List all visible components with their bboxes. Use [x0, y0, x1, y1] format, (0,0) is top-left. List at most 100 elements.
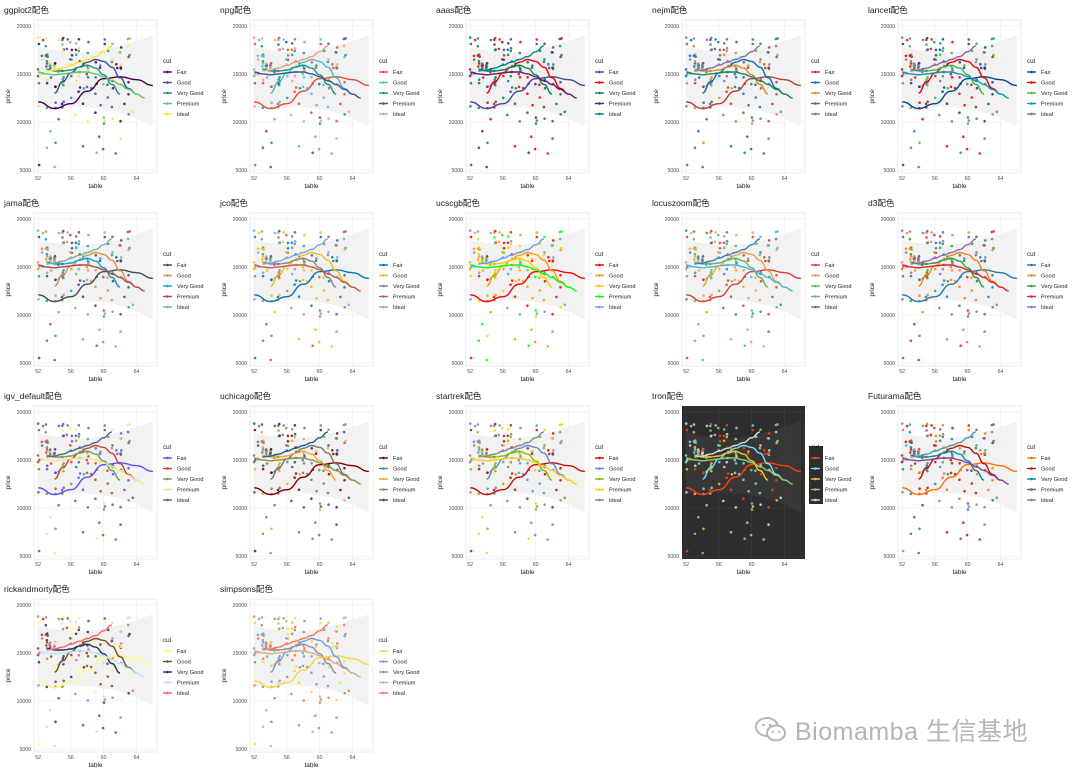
scatter-point	[62, 269, 65, 272]
x-tick-label: 56	[716, 369, 722, 375]
scatter-point	[726, 86, 730, 89]
scatter-point	[526, 111, 529, 114]
scatter-point	[65, 433, 69, 437]
legend-title: cut	[811, 58, 820, 65]
scatter-point	[934, 241, 938, 245]
scatter-point	[477, 445, 481, 449]
scatter-point	[302, 120, 306, 123]
palette-panel: jco配色 5000 10000 15000 20000 52 56 60 64 table pri…	[216, 193, 429, 385]
scatter-point	[270, 527, 273, 531]
scatter-point	[692, 440, 696, 443]
scatter-point	[253, 428, 257, 432]
scatter-point	[78, 279, 82, 282]
legend-label: Very Good	[393, 91, 419, 97]
legend-label: Very Good	[825, 284, 851, 290]
x-tick-label: 52	[251, 755, 257, 761]
scatter-point	[775, 441, 778, 445]
scatter-point	[501, 96, 505, 100]
scatter-point	[277, 434, 281, 438]
scatter-point	[119, 330, 122, 333]
smooth-line-good	[270, 637, 353, 674]
scatter-point	[61, 434, 65, 438]
scatter-point	[261, 657, 265, 660]
scatter-point	[276, 102, 280, 106]
scatter-point	[261, 532, 265, 536]
scatter-point	[128, 616, 131, 619]
x-tick-label: 60	[965, 562, 971, 568]
scatter-point	[303, 619, 306, 623]
scatter-point	[257, 617, 261, 621]
scatter-point	[344, 37, 347, 40]
scatter-point	[962, 452, 966, 455]
scatter-point	[277, 229, 281, 233]
y-tick-label: 10000	[233, 120, 248, 126]
scatter-point	[688, 440, 692, 444]
scatter-point	[702, 85, 705, 88]
x-axis-label: table	[952, 183, 966, 190]
scatter-point	[901, 274, 905, 278]
scatter-point	[941, 46, 945, 50]
scatter-point	[302, 655, 306, 658]
smooth-line-fair	[254, 76, 369, 110]
scatter-point	[119, 452, 123, 455]
scatter-point	[81, 488, 85, 491]
scatter-point	[45, 299, 49, 303]
scatter-point	[692, 247, 696, 250]
scatter-point	[942, 472, 946, 475]
palette-panel: ucscgb配色 5000 10000 15000 20000 52 56 60 64 table…	[432, 193, 645, 385]
y-tick-label: 15000	[881, 265, 896, 271]
panel-title: tron配色	[652, 391, 684, 401]
scatter-point	[335, 452, 339, 455]
scatter-point	[99, 296, 102, 300]
scatter-point	[493, 468, 496, 471]
scatter-point	[293, 239, 297, 243]
scatter-point	[317, 147, 321, 151]
scatter-point	[938, 306, 941, 310]
scatter-point	[685, 467, 689, 471]
scatter-point	[290, 621, 294, 624]
x-tick-label: 52	[251, 562, 257, 568]
scatter-point	[990, 237, 994, 241]
scatter-point	[734, 506, 738, 509]
scatter-point	[45, 685, 49, 689]
scatter-point	[252, 36, 256, 39]
scatter-point	[709, 464, 713, 467]
y-tick-label: 20000	[881, 217, 896, 223]
scatter-point	[290, 632, 294, 636]
panel-title: locuszoom配色	[652, 198, 710, 208]
scatter-point	[61, 241, 65, 245]
scatter-point	[486, 85, 489, 88]
scatter-point	[509, 38, 513, 41]
scatter-point	[958, 462, 961, 465]
legend-key-point	[598, 102, 601, 105]
y-tick-label: 15000	[449, 458, 464, 464]
palette-panel: nejm配色 5000 10000 15000 20000 52 56 60 64 table pr…	[648, 0, 861, 192]
scatter-point	[702, 101, 705, 104]
scatter-point	[480, 448, 484, 451]
scatter-point	[978, 345, 981, 348]
scatter-point	[963, 64, 966, 67]
scatter-point	[318, 122, 322, 125]
scatter-point	[36, 615, 40, 618]
scatter-point	[261, 258, 264, 261]
scatter-point	[776, 230, 779, 233]
scatter-point	[103, 312, 107, 315]
scatter-point	[559, 441, 562, 445]
x-tick-label: 56	[284, 369, 290, 375]
scatter-point	[269, 165, 272, 169]
scatter-point	[776, 37, 779, 40]
scatter-point	[742, 478, 745, 481]
legend-key-point	[598, 477, 601, 481]
scatter-point	[779, 110, 783, 114]
y-tick-label: 15000	[665, 72, 680, 78]
scatter-point	[534, 116, 538, 119]
scatter-point	[551, 330, 554, 333]
legend-key-point	[166, 263, 169, 267]
scatter-point	[347, 496, 351, 500]
scatter-point	[265, 462, 269, 465]
scatter-point	[518, 120, 522, 123]
scatter-point	[318, 468, 321, 472]
scatter-point	[61, 622, 64, 625]
